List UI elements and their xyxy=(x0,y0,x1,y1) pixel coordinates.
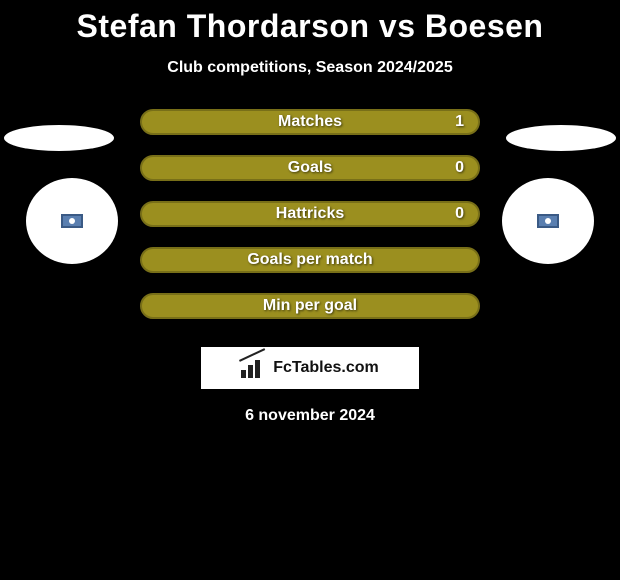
stat-row: Min per goal xyxy=(0,293,620,339)
stat-row: Matches 1 xyxy=(0,109,620,155)
page-subtitle: Club competitions, Season 2024/2025 xyxy=(0,59,620,77)
stat-value-right: 1 xyxy=(455,113,464,131)
stat-bar: Hattricks 0 xyxy=(140,201,480,227)
stat-label: Matches xyxy=(278,113,342,131)
stat-bar: Min per goal xyxy=(140,293,480,319)
stat-row: Goals 0 xyxy=(0,155,620,201)
stat-label: Goals xyxy=(288,159,332,177)
brand-badge: FcTables.com xyxy=(201,347,419,389)
stat-bar: Goals per match xyxy=(140,247,480,273)
date-label: 6 november 2024 xyxy=(0,407,620,425)
stat-value-right: 0 xyxy=(455,159,464,177)
stat-value-right: 0 xyxy=(455,205,464,223)
stat-label: Goals per match xyxy=(247,251,372,269)
stat-bar: Goals 0 xyxy=(140,155,480,181)
stat-row: Hattricks 0 xyxy=(0,201,620,247)
stat-row: Goals per match xyxy=(0,247,620,293)
stat-label: Min per goal xyxy=(263,297,357,315)
page-title: Stefan Thordarson vs Boesen xyxy=(0,8,620,45)
comparison-infographic: Stefan Thordarson vs Boesen Club competi… xyxy=(0,0,620,425)
stat-bar: Matches 1 xyxy=(140,109,480,135)
barchart-icon xyxy=(241,358,267,378)
stat-label: Hattricks xyxy=(276,205,344,223)
brand-text: FcTables.com xyxy=(273,359,379,377)
